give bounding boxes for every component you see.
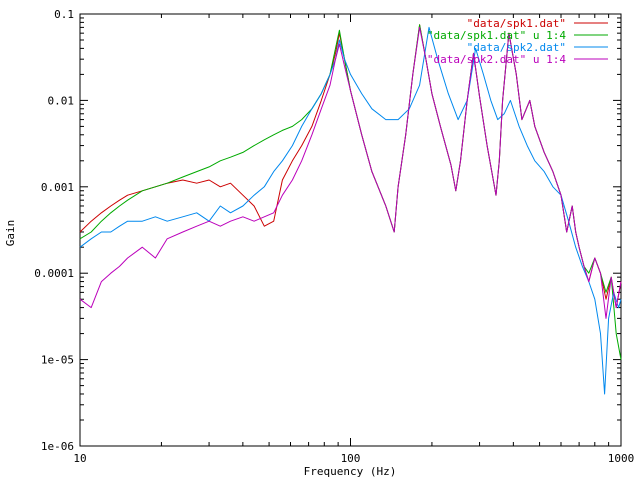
- x-tick-label: 100: [341, 452, 361, 465]
- axis-ticks: 10 100 1000 0.1 0.01 0.001 0.0001 1e-05 1e-06: [34, 8, 634, 465]
- series-line-4: [79, 26, 622, 319]
- legend-label-2: "data/spk1.dat" u 1:4: [427, 29, 566, 42]
- x-axis-title: Frequency (Hz): [304, 465, 397, 478]
- plot-frame: [79, 13, 622, 447]
- y-tick-label: 0.001: [41, 181, 74, 194]
- legend: "data/spk1.dat""data/spk1.dat" u 1:4"dat…: [427, 17, 608, 66]
- y-tick-label: 0.1: [54, 8, 74, 21]
- y-tick-label: 0.0001: [34, 267, 74, 280]
- series-layer: [79, 24, 622, 395]
- y-tick-label: 1e-06: [41, 440, 74, 453]
- x-tick-label: 1000: [608, 452, 635, 465]
- y-axis-title: Gain: [4, 220, 17, 247]
- y-tick-label: 1e-05: [41, 354, 74, 367]
- y-tick-label: 0.01: [48, 94, 75, 107]
- legend-label-3: "data/spk2.dat": [467, 41, 566, 54]
- legend-label-1: "data/spk1.dat": [467, 17, 566, 30]
- series-line-3: [79, 26, 622, 395]
- legend-label-4: "data/spk2.dat" u 1:4: [427, 53, 566, 66]
- x-tick-label: 10: [73, 452, 86, 465]
